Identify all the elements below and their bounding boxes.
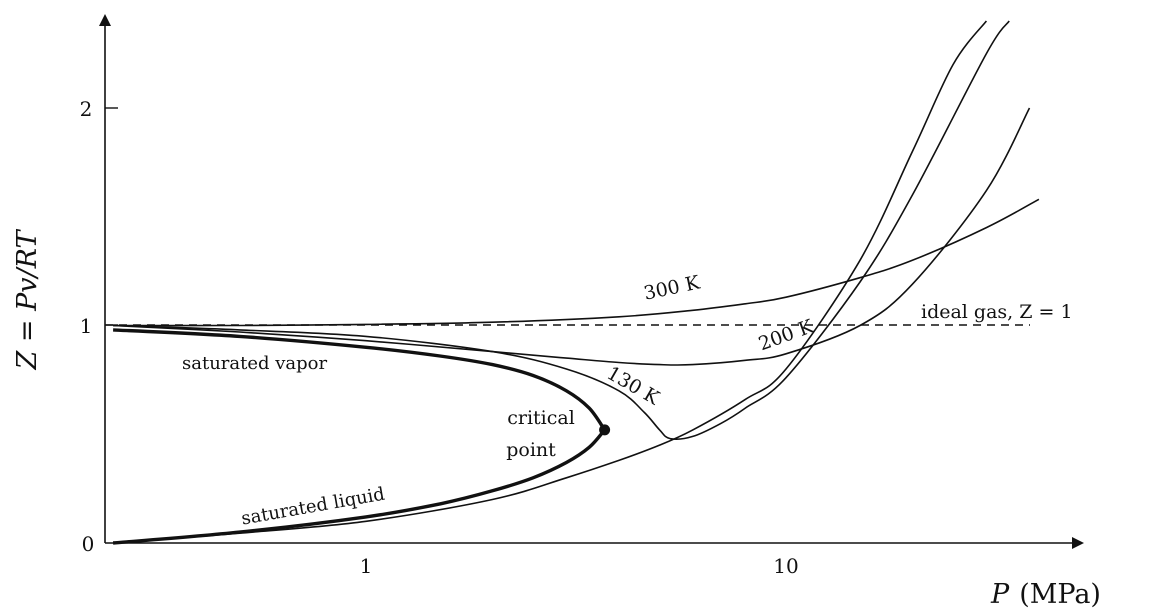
isotherm-low-temperature-curve [113,20,988,544]
saturated-liquid-curve [112,428,606,545]
saturated-vapor-label: saturated vapor [182,353,328,374]
y-tick-label-0: 0 [82,532,95,556]
isotherm-130k-curve [113,20,1010,440]
isotherm-200k-curve [113,107,1031,366]
saturated-vapor-curve [113,328,607,431]
critical-point-marker [599,424,611,436]
y-tick-label-2: 2 [80,97,93,121]
y-tick-label-1: 1 [80,314,93,338]
isotherm-130k-label: 130 K [603,362,664,410]
isotherm-300k-curve [113,198,1040,327]
critical-point-label-line2: point [506,439,556,461]
x-tick-label-1: 1 [360,554,373,578]
x-axis-label: P (MPa) [990,579,1101,609]
critical-point-label-line1: critical [507,407,575,429]
y-axis-label: Z = Pv/RT [12,229,43,371]
x-axis-label-symbol: P [990,579,1010,609]
x-axis-label-unit: (MPa) [1019,579,1101,609]
isotherm-200k-label: 200 K [756,315,817,355]
ideal-gas-label: ideal gas, Z = 1 [921,301,1073,323]
x-tick-label-10: 10 [773,554,798,578]
isotherm-300k-label: 300 K [642,271,703,304]
